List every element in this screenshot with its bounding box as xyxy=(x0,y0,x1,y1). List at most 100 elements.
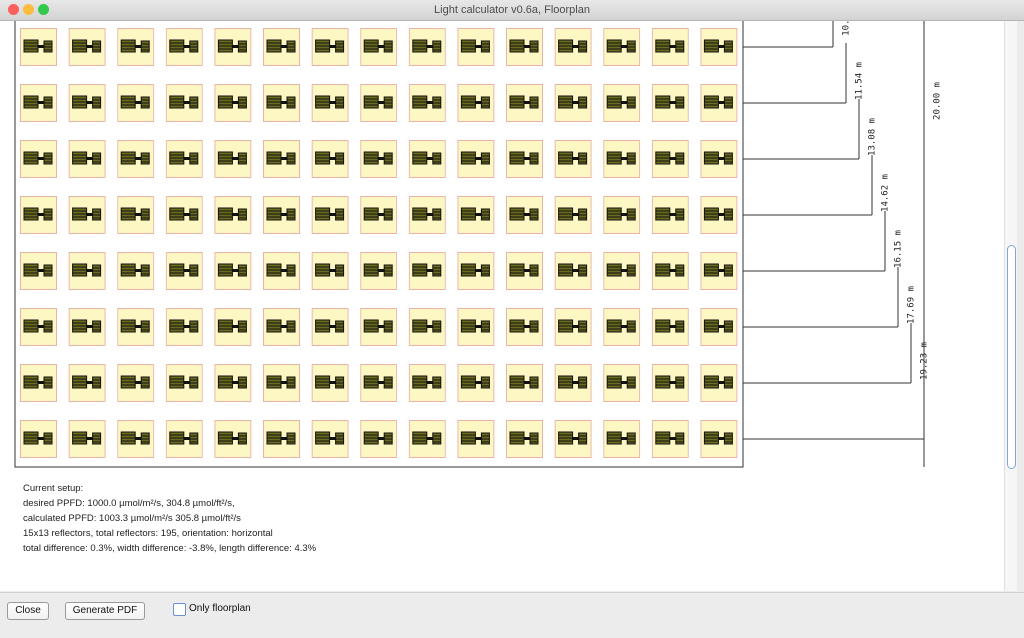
reflector xyxy=(117,420,155,458)
reflector xyxy=(68,28,106,66)
reflector xyxy=(700,364,738,402)
reflector xyxy=(68,196,106,234)
label-bg xyxy=(891,221,905,277)
reflector xyxy=(117,196,155,234)
reflector xyxy=(68,420,106,458)
reflector xyxy=(603,28,641,66)
dimension-label: 20.00 m xyxy=(933,82,943,120)
reflector xyxy=(20,420,57,458)
setup-text: Current setup: desired PPFD: 1000.0 µmol/… xyxy=(23,481,316,556)
dimension-label: 11.54 m xyxy=(855,62,865,100)
generate-pdf-button[interactable]: Generate PDF xyxy=(65,602,145,620)
reflector xyxy=(263,28,300,66)
reflector xyxy=(165,140,203,178)
reflector xyxy=(408,252,446,290)
reflector xyxy=(360,252,398,290)
reflector xyxy=(506,196,543,234)
reflector xyxy=(20,196,57,234)
title-bar: Light calculator v0.6a, Floorplan xyxy=(0,0,1024,21)
reflector xyxy=(700,140,738,178)
reflector xyxy=(554,140,592,178)
label-bg xyxy=(878,165,892,221)
reflector xyxy=(360,308,398,346)
checkbox-label[interactable]: Only floorplan xyxy=(189,603,251,614)
reflector xyxy=(554,252,592,290)
reflector xyxy=(457,140,495,178)
reflector xyxy=(263,140,300,178)
label-bg xyxy=(852,53,866,109)
reflector xyxy=(263,364,300,402)
reflector xyxy=(506,252,543,290)
reflector xyxy=(117,140,155,178)
reflector xyxy=(311,252,349,290)
reflector xyxy=(165,364,203,402)
minimize-light[interactable] xyxy=(23,4,34,15)
reflector xyxy=(457,252,495,290)
reflector xyxy=(554,196,592,234)
bottom-bar: Close Generate PDF Only floorplan xyxy=(0,592,1024,638)
reflector xyxy=(263,196,300,234)
reflector xyxy=(506,364,543,402)
reflector xyxy=(554,28,592,66)
reflector xyxy=(651,420,689,458)
reflector xyxy=(165,84,203,122)
reflector xyxy=(700,196,738,234)
reflector xyxy=(457,420,495,458)
zoom-light[interactable] xyxy=(38,4,49,15)
reflector xyxy=(700,420,738,458)
scroll-thumb[interactable] xyxy=(1007,245,1016,469)
reflector xyxy=(20,252,57,290)
reflector xyxy=(214,140,252,178)
setup-line: Current setup: xyxy=(23,483,84,494)
reflector xyxy=(506,308,543,346)
reflector xyxy=(700,308,738,346)
reflector xyxy=(20,140,57,178)
reflector xyxy=(165,420,203,458)
reflector xyxy=(603,364,641,402)
reflector xyxy=(651,364,689,402)
reflector xyxy=(117,28,155,66)
reflector xyxy=(263,420,300,458)
reflector xyxy=(214,252,252,290)
reflector xyxy=(214,364,252,402)
checkbox[interactable] xyxy=(173,603,186,616)
reflector xyxy=(165,28,203,66)
reflector xyxy=(603,196,641,234)
reflector xyxy=(117,308,155,346)
scrollbar[interactable] xyxy=(1004,21,1017,591)
label-bg xyxy=(839,21,853,53)
reflector xyxy=(700,84,738,122)
reflector xyxy=(68,84,106,122)
window-title: Light calculator v0.6a, Floorplan xyxy=(434,4,590,16)
reflector xyxy=(506,28,543,66)
reflector xyxy=(506,84,543,122)
reflector xyxy=(117,84,155,122)
reflector xyxy=(457,196,495,234)
setup-line: total difference: 0.3%, width difference… xyxy=(23,543,317,554)
reflector xyxy=(165,308,203,346)
reflector xyxy=(263,252,300,290)
label-bg xyxy=(865,109,879,165)
reflector xyxy=(68,252,106,290)
reflector xyxy=(165,252,203,290)
reflector xyxy=(457,84,495,122)
reflector xyxy=(68,308,106,346)
close-light[interactable] xyxy=(8,4,19,15)
setup-line: 15x13 reflectors, total reflectors: 195,… xyxy=(23,528,273,539)
dimension-label: 16.15 m xyxy=(894,230,904,268)
reflector xyxy=(20,308,57,346)
close-button[interactable]: Close xyxy=(7,602,49,620)
reflector xyxy=(651,308,689,346)
dimension-label: 17.69 m xyxy=(907,286,917,324)
reflector xyxy=(700,28,738,66)
setup-line: desired PPFD: 1000.0 µmol/m²/s, 304.8 µm… xyxy=(23,498,235,509)
reflector xyxy=(311,364,349,402)
reflector xyxy=(603,252,641,290)
reflector xyxy=(311,84,349,122)
reflector xyxy=(68,364,106,402)
reflector xyxy=(408,196,446,234)
reflector xyxy=(457,308,495,346)
reflector xyxy=(506,140,543,178)
reflector xyxy=(603,140,641,178)
